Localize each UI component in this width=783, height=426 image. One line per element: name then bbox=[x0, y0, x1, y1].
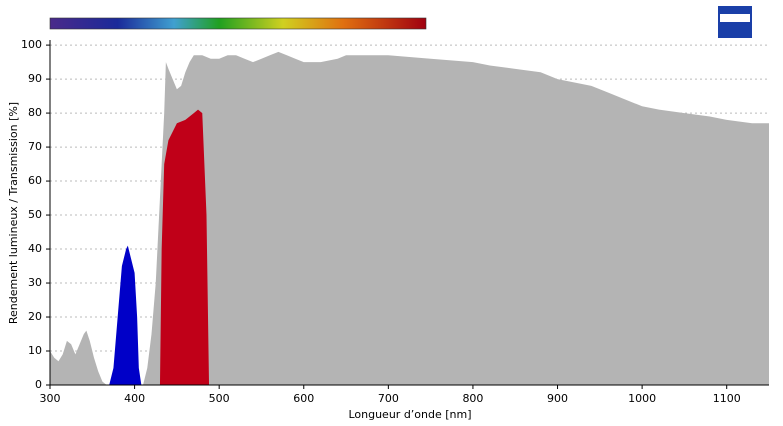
area bbox=[159, 109, 210, 385]
x-tick-label: 400 bbox=[124, 392, 145, 405]
y-tick-label: 80 bbox=[28, 106, 42, 119]
x-tick-label: 800 bbox=[462, 392, 483, 405]
y-tick-label: 10 bbox=[28, 344, 42, 357]
x-axis-label: Longueur d’onde [nm] bbox=[348, 408, 471, 421]
y-tick-label: 50 bbox=[28, 208, 42, 221]
y-tick-label: 30 bbox=[28, 276, 42, 289]
y-tick-label: 60 bbox=[28, 174, 42, 187]
x-tick-label: 900 bbox=[547, 392, 568, 405]
y-tick-label: 100 bbox=[21, 38, 42, 51]
area bbox=[109, 245, 142, 385]
spectrum-bar bbox=[49, 17, 427, 30]
x-tick-label: 600 bbox=[293, 392, 314, 405]
area bbox=[50, 51, 769, 386]
x-tick-label: 700 bbox=[378, 392, 399, 405]
x-tick-label: 1100 bbox=[713, 392, 741, 405]
y-tick-label: 90 bbox=[28, 72, 42, 85]
x-tick-label: 300 bbox=[40, 392, 61, 405]
y-axis-label: Rendement lumineux / Transmission [%] bbox=[7, 102, 20, 324]
y-tick-label: 40 bbox=[28, 242, 42, 255]
y-tick-label: 0 bbox=[35, 378, 42, 391]
y-tick-label: 70 bbox=[28, 140, 42, 153]
x-tick-label: 500 bbox=[209, 392, 230, 405]
logo bbox=[718, 6, 752, 38]
x-tick-label: 1000 bbox=[628, 392, 656, 405]
y-tick-label: 20 bbox=[28, 310, 42, 323]
